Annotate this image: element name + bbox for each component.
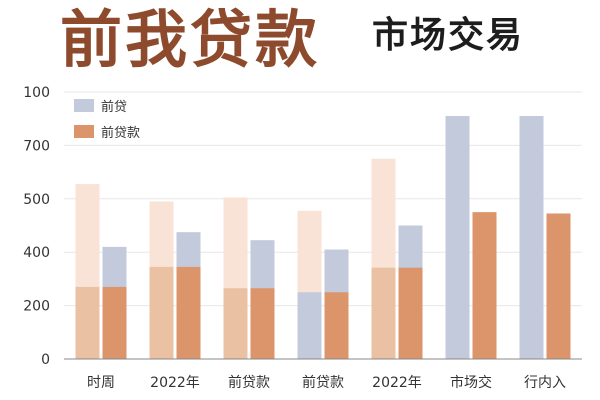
bar-series-2 bbox=[472, 212, 497, 359]
legend-label: 前贷 bbox=[101, 99, 127, 115]
y-tick-label: 0 bbox=[41, 352, 50, 368]
y-tick-label: 100 bbox=[23, 85, 50, 101]
x-tick-label: 2022年 bbox=[372, 375, 422, 391]
bar-series-2 bbox=[546, 213, 571, 359]
y-tick-label: 200 bbox=[23, 299, 50, 315]
bar-series-2-light bbox=[297, 292, 322, 359]
x-tick-label: 市场交 bbox=[450, 374, 492, 391]
bars bbox=[75, 116, 571, 359]
legend-swatch bbox=[74, 125, 94, 138]
bar-series-2 bbox=[398, 267, 423, 359]
x-tick-label: 时周 bbox=[87, 375, 115, 391]
bar-series-2 bbox=[102, 286, 127, 359]
x-tick-label: 前贷款 bbox=[228, 374, 270, 391]
x-tick-label: 行内入 bbox=[524, 375, 566, 391]
bar-series-2-light bbox=[371, 267, 396, 359]
bar-series-1 bbox=[519, 116, 544, 359]
x-axis-labels: 时周 2022年 前贷款 前贷款 2022年 市场交 行内入 bbox=[87, 374, 566, 391]
x-tick-label: 前贷款 bbox=[302, 374, 344, 391]
bar-series-1 bbox=[445, 116, 470, 359]
bar-series-2 bbox=[324, 292, 349, 359]
legend-swatch bbox=[74, 99, 94, 112]
chart-subtitle: 市场交易 bbox=[372, 15, 525, 56]
bar-series-2-light bbox=[149, 266, 174, 359]
y-tick-label: 400 bbox=[23, 245, 50, 261]
grid-lines bbox=[64, 91, 582, 307]
bar-series-2 bbox=[176, 266, 201, 359]
bar-series-2 bbox=[250, 288, 275, 359]
y-tick-label: 700 bbox=[23, 138, 50, 154]
legend-label: 前贷款 bbox=[101, 125, 140, 141]
y-axis-ticks: 0 200 400 500 700 100 bbox=[23, 85, 50, 368]
bar-series-2-light bbox=[223, 288, 248, 359]
bar-series-2-light bbox=[75, 286, 100, 359]
chart-title: 前我贷款 bbox=[60, 3, 321, 76]
x-tick-label: 2022年 bbox=[150, 375, 200, 391]
y-tick-label: 500 bbox=[23, 192, 50, 208]
